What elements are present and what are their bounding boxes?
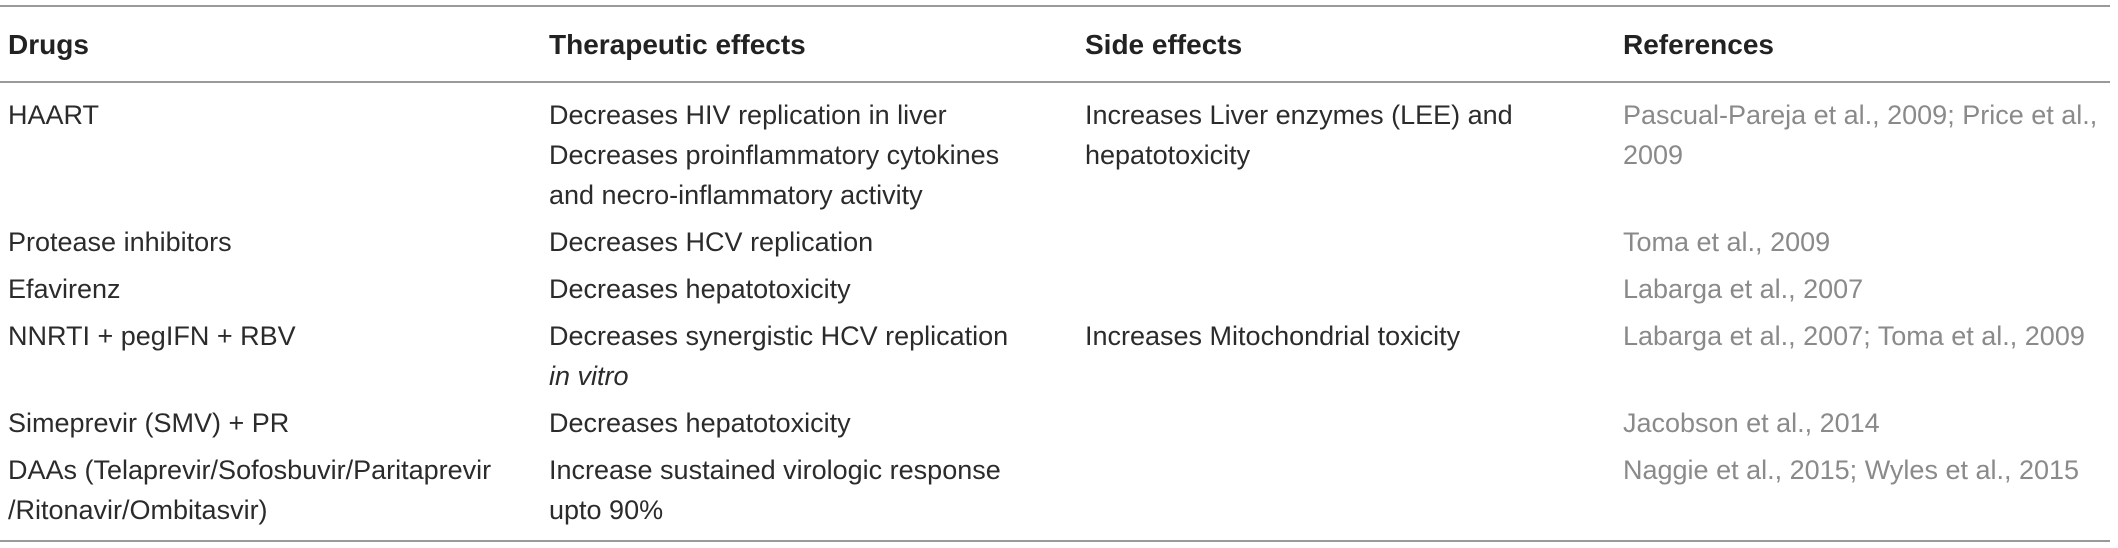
header-therapeutic-effects: Therapeutic effects [549, 29, 806, 60]
side-effects-cell: Increases Liver enzymes (LEE) and hepato… [1077, 82, 1615, 222]
therapeutic-text: Decreases synergistic HCV replication [549, 321, 1009, 351]
side-effects-text: Increases Liver enzymes (LEE) and [1085, 100, 1513, 130]
table-body: HAART Decreases HIV replication in liver… [0, 82, 2110, 541]
therapeutic-text: Decreases hepatotoxicity [549, 274, 851, 304]
reference-link[interactable]: Naggie et al., 2015 [1623, 455, 1850, 485]
side-effects-cell [1077, 269, 1615, 316]
reference-link[interactable]: Toma et al., 2009 [1623, 227, 1831, 257]
references-cell: Pascual-Pareja et al., 2009; Price et al… [1615, 82, 2110, 222]
therapeutic-text: Decreases hepatotoxicity [549, 408, 851, 438]
table-row: DAAs (Telaprevir/Sofosbuvir/Paritaprevir… [0, 450, 2110, 541]
references-cell: Labarga et al., 2007 [1615, 269, 2110, 316]
header-drugs: Drugs [8, 29, 89, 60]
side-effects-cell [1077, 403, 1615, 450]
references-cell: Labarga et al., 2007; Toma et al., 2009 [1615, 316, 2110, 403]
table-row: NNRTI + pegIFN + RBV Decreases synergist… [0, 316, 2110, 403]
therapeutic-cell: Decreases hepatotoxicity [541, 403, 1077, 450]
reference-separator: ; [1947, 100, 1963, 130]
reference-link[interactable]: Wyles et al., 2015 [1864, 455, 2080, 485]
reference-link[interactable]: Toma et al., 2009 [1877, 321, 2085, 351]
side-effects-cell: Increases Mitochondrial toxicity [1077, 316, 1615, 403]
therapeutic-text: Decreases HIV replication in liver [549, 100, 947, 130]
references-cell: Naggie et al., 2015; Wyles et al., 2015 [1615, 450, 2110, 541]
drug-name: Efavirenz [8, 274, 121, 304]
side-effects-text: hepatotoxicity [1085, 140, 1251, 170]
side-effects-cell [1077, 222, 1615, 269]
drug-name: Simeprevir (SMV) + PR [8, 408, 290, 438]
header-references: References [1623, 29, 1774, 60]
reference-link[interactable]: Pascual-Pareja et al., 2009 [1623, 100, 1948, 130]
drug-name: NNRTI + pegIFN + RBV [8, 321, 296, 351]
references-cell: Jacobson et al., 2014 [1615, 403, 2110, 450]
table-header: Drugs Therapeutic effects Side effects R… [0, 6, 2110, 82]
drug-cell: HAART [0, 82, 541, 222]
drug-cell: Efavirenz [0, 269, 541, 316]
drug-cell: Protease inhibitors [0, 222, 541, 269]
drug-cell: DAAs (Telaprevir/Sofosbuvir/Paritaprevir… [0, 450, 541, 541]
table-row: HAART Decreases HIV replication in liver… [0, 82, 2110, 222]
therapeutic-text: Decreases HCV replication [549, 227, 874, 257]
therapeutic-text: Increase sustained virologic response [549, 455, 1001, 485]
drug-name: HAART [8, 100, 100, 130]
drug-cell: NNRTI + pegIFN + RBV [0, 316, 541, 403]
side-effects-cell [1077, 450, 1615, 541]
therapeutic-cell: Decreases synergistic HCV replication in… [541, 316, 1077, 403]
reference-link[interactable]: Labarga et al., 2007 [1623, 274, 1864, 304]
therapeutic-cell: Decreases HIV replication in liver Decre… [541, 82, 1077, 222]
reference-link[interactable]: Jacobson et al., 2014 [1623, 408, 1880, 438]
therapeutic-text: Decreases proinflammatory cytokines [549, 140, 1000, 170]
header-row: Drugs Therapeutic effects Side effects R… [0, 6, 2110, 82]
therapeutic-text: upto 90% [549, 495, 664, 525]
table-row: Protease inhibitors Decreases HCV replic… [0, 222, 2110, 269]
therapeutic-text: and necro-inflammatory activity [549, 180, 923, 210]
drug-name: Protease inhibitors [8, 227, 232, 257]
table-row: Efavirenz Decreases hepatotoxicity Labar… [0, 269, 2110, 316]
reference-link[interactable]: 2009 [1623, 140, 1684, 170]
therapeutic-cell: Decreases hepatotoxicity [541, 269, 1077, 316]
table-row: Simeprevir (SMV) + PR Decreases hepatoto… [0, 403, 2110, 450]
reference-separator: ; [1863, 321, 1878, 351]
reference-link[interactable]: Price et al., [1962, 100, 2098, 130]
reference-link[interactable]: Labarga et al., 2007 [1623, 321, 1864, 351]
therapeutic-cell: Increase sustained virologic response up… [541, 450, 1077, 541]
drug-cell: Simeprevir (SMV) + PR [0, 403, 541, 450]
drug-name: /Ritonavir/Ombitasvir) [8, 495, 268, 525]
therapeutic-text-italic: in vitro [549, 361, 629, 391]
drug-effects-table: Drugs Therapeutic effects Side effects R… [0, 5, 2110, 542]
references-cell: Toma et al., 2009 [1615, 222, 2110, 269]
therapeutic-cell: Decreases HCV replication [541, 222, 1077, 269]
drug-name: DAAs (Telaprevir/Sofosbuvir/Paritaprevir [8, 455, 492, 485]
side-effects-text: Increases Mitochondrial toxicity [1085, 321, 1461, 351]
header-side-effects: Side effects [1085, 29, 1243, 60]
reference-separator: ; [1849, 455, 1865, 485]
